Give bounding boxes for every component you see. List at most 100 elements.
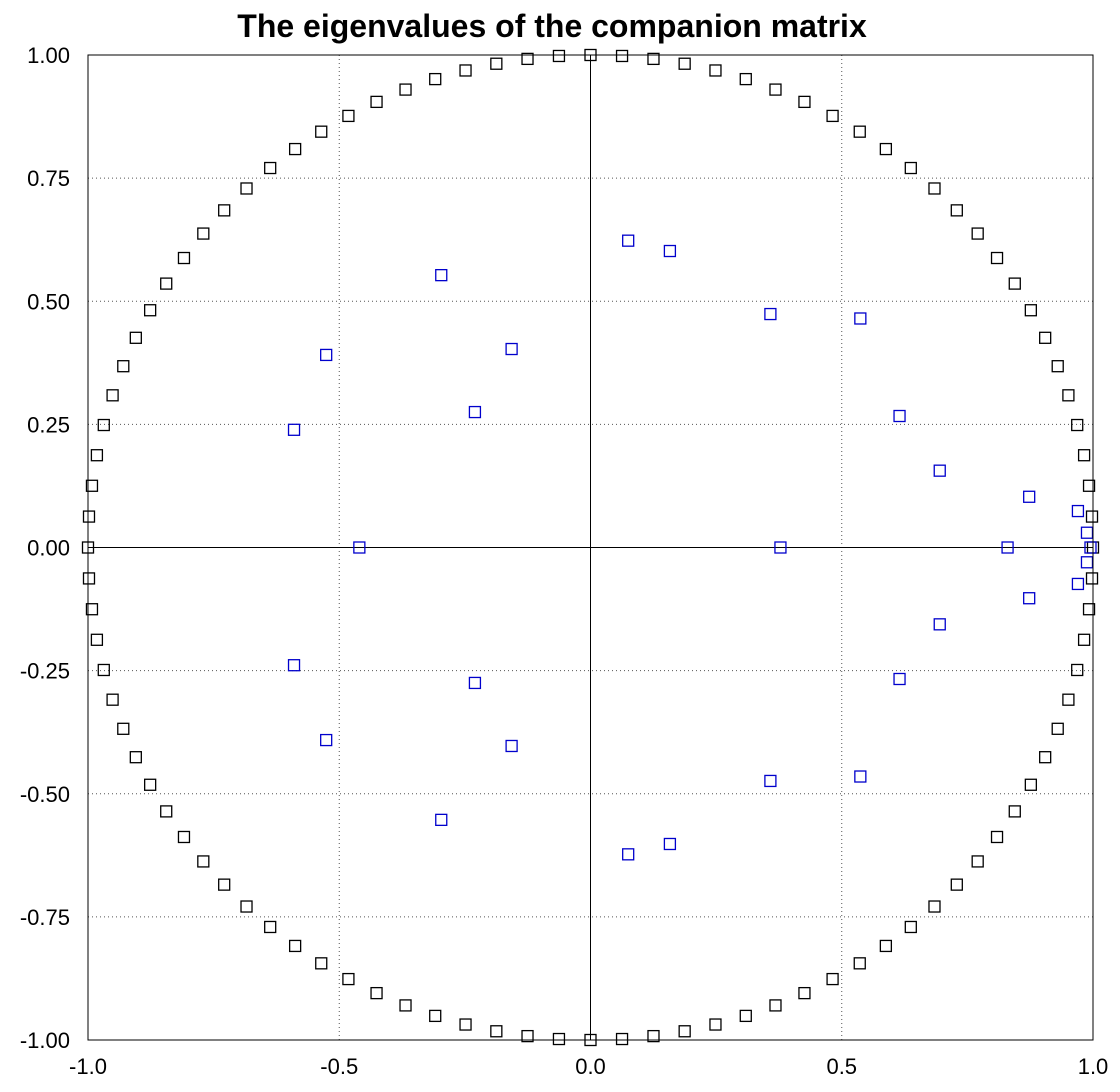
plot-frame — [87, 54, 1094, 1041]
unit-circle-point — [288, 939, 302, 953]
unit-circle-point — [1082, 603, 1096, 616]
unit-circle-point — [1085, 572, 1099, 585]
y-tick-label: -0.25 — [20, 659, 70, 684]
unit-circle-point — [950, 878, 963, 891]
unit-circle-point — [769, 83, 782, 96]
unit-circle-point — [928, 900, 941, 913]
unit-circle-point — [1062, 389, 1075, 402]
y-tick-label: -0.75 — [20, 905, 70, 930]
unit-circle-point — [826, 972, 839, 986]
unit-circle-point — [709, 1018, 722, 1031]
y-tick-label: 0.50 — [27, 289, 70, 314]
unit-circle-point — [117, 360, 130, 373]
unit-circle-point — [264, 920, 277, 934]
unit-circle-point — [739, 72, 752, 86]
unit-circle-point — [950, 204, 963, 217]
unit-circle-point — [1077, 449, 1091, 462]
eigenvalue-point — [774, 541, 787, 554]
unit-circle-point — [129, 331, 142, 344]
unit-circle-point — [1024, 778, 1037, 791]
unit-circle-point — [904, 161, 917, 175]
eigenvalue-point — [893, 672, 906, 686]
unit-circle-point — [490, 1025, 503, 1038]
eigenvalue-point — [1023, 490, 1036, 503]
unit-circle-point — [853, 957, 866, 970]
unit-circle-point — [429, 72, 442, 86]
eigenvalue-point — [764, 307, 777, 321]
unit-circle-point — [370, 986, 383, 1000]
x-tick-label: 0.0 — [575, 1054, 606, 1079]
unit-circle-point — [160, 805, 173, 818]
unit-circle-point — [82, 572, 96, 585]
eigenvalue-point — [1071, 504, 1085, 518]
unit-circle-point — [904, 920, 917, 934]
unit-circle-point — [129, 751, 142, 764]
unit-circle-point — [315, 125, 328, 138]
unit-circle-point — [144, 778, 157, 791]
unit-circle-point — [709, 64, 722, 77]
marks-layer — [81, 48, 1100, 1047]
unit-circle-point — [1024, 304, 1037, 317]
unit-circle-point — [1085, 510, 1099, 523]
eigenvalue-point — [468, 676, 482, 690]
eigenvalue-point — [505, 739, 518, 753]
unit-circle-point — [264, 161, 277, 175]
eigenvalue-point — [1001, 541, 1014, 554]
unit-circle-point — [647, 52, 660, 66]
eigenvalue-point — [1080, 526, 1094, 539]
unit-circle-point — [647, 1029, 660, 1043]
eigenvalue-point — [505, 342, 518, 356]
unit-circle-point — [678, 57, 691, 70]
unit-circle-point — [90, 449, 104, 462]
unit-circle-point — [85, 479, 99, 492]
unit-circle-point — [160, 277, 173, 290]
unit-circle-point — [490, 57, 503, 70]
eigenvalue-point — [1084, 541, 1097, 554]
unit-circle-point — [90, 633, 104, 646]
unit-circle-point — [399, 83, 412, 96]
x-tick-label: 1.0 — [1078, 1054, 1109, 1079]
unit-circle-point — [288, 142, 302, 156]
unit-circle-point — [429, 1009, 442, 1023]
unit-circle-point — [197, 227, 210, 240]
y-tick-label: -0.50 — [20, 782, 70, 807]
unit-circle-point — [1039, 331, 1052, 344]
unit-circle-point — [739, 1009, 752, 1023]
unit-circle-point — [177, 830, 191, 844]
unit-circle-point — [990, 251, 1004, 265]
unit-circle-point — [197, 855, 210, 868]
eigenvalue-point — [435, 813, 448, 827]
unit-circle-point — [85, 603, 99, 616]
eigenvalue-point — [353, 541, 366, 554]
y-tick-label: -1.00 — [20, 1028, 70, 1053]
unit-circle-point — [928, 182, 941, 195]
unit-circle-point — [769, 999, 782, 1012]
eigenvalue-point — [320, 733, 333, 747]
eigenvalue-point — [435, 268, 448, 282]
eigenvalue-point — [1071, 577, 1085, 591]
unit-circle-point — [615, 49, 629, 63]
eigenvalue-point — [287, 659, 301, 672]
unit-circle-point — [678, 1025, 691, 1038]
eigenvalue-point — [854, 770, 867, 783]
eigenvalue-point — [320, 348, 333, 362]
unit-circle-point — [342, 109, 355, 123]
eigenvalue-point — [1023, 592, 1036, 605]
axis-layer — [88, 55, 1093, 1040]
unit-circle-point — [1008, 805, 1021, 818]
unit-circle-point — [521, 1029, 534, 1043]
y-tick-label: 1.00 — [27, 43, 70, 68]
unit-circle-point — [106, 389, 119, 402]
unit-circle-point — [177, 251, 191, 265]
unit-circle-point — [879, 142, 893, 156]
unit-circle-point — [218, 204, 231, 217]
x-tick-label: 0.5 — [826, 1054, 857, 1079]
unit-circle-point — [144, 304, 157, 317]
unit-circle-point — [971, 227, 984, 240]
unit-circle-point — [1071, 663, 1084, 677]
eigenvalue-point — [468, 405, 482, 419]
eigenvalue-point — [893, 409, 906, 423]
eigenvalue-point — [663, 244, 677, 258]
eigenvalue-point — [764, 774, 777, 788]
